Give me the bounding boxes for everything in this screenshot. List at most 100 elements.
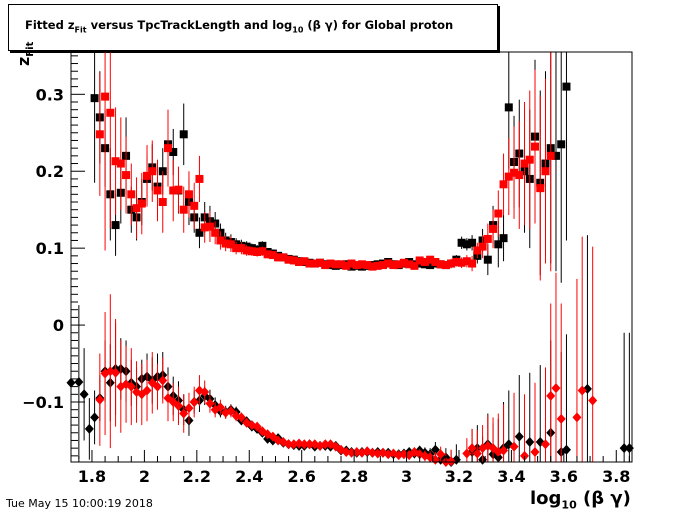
data-point	[289, 256, 298, 265]
title-suffix: (β γ) for Global proton	[303, 18, 454, 32]
data-point	[525, 437, 535, 447]
data-point	[577, 385, 587, 396]
x-tick-label: 2.4	[235, 467, 263, 486]
data-point	[562, 82, 571, 91]
data-point	[557, 140, 566, 149]
data-point	[426, 255, 435, 264]
data-point	[205, 222, 214, 231]
data-point	[510, 168, 519, 177]
data-point	[342, 261, 351, 270]
x-tick-label: 2.8	[340, 467, 368, 486]
data-point	[126, 381, 136, 392]
data-point	[189, 397, 199, 407]
data-point	[431, 258, 440, 266]
data-point	[253, 248, 262, 256]
data-point	[331, 260, 340, 269]
data-point	[242, 246, 251, 255]
data-point	[284, 255, 293, 264]
data-point	[211, 228, 220, 237]
title-box: Fitted zFit versus TpcTrackLength and lo…	[8, 4, 498, 51]
y-axis-label: zFit	[14, 42, 36, 66]
data-point	[252, 421, 262, 432]
data-point	[499, 234, 508, 243]
data-point	[310, 259, 319, 268]
data-point	[215, 402, 225, 413]
y-label-main: z	[14, 56, 33, 66]
data-point	[143, 171, 152, 180]
y-tick-label: −0.1	[22, 393, 64, 412]
data-point	[321, 261, 330, 270]
data-point	[274, 253, 283, 262]
data-point	[619, 443, 629, 454]
data-point	[121, 379, 131, 390]
data-point	[384, 259, 393, 268]
data-point	[504, 103, 513, 112]
data-point	[410, 261, 419, 270]
data-point	[494, 209, 503, 218]
data-point	[116, 159, 125, 168]
data-point	[347, 259, 356, 268]
data-point	[405, 260, 414, 269]
data-point	[294, 438, 304, 449]
data-point	[483, 234, 492, 243]
data-point	[468, 259, 477, 268]
data-point	[514, 431, 524, 442]
data-point	[531, 142, 540, 151]
data-point	[341, 447, 351, 457]
data-point	[179, 408, 189, 419]
data-point	[122, 171, 131, 180]
data-point	[499, 180, 508, 189]
y-tick-label: 0.3	[36, 85, 64, 104]
title-prefix-sub: Fit	[74, 25, 87, 35]
plot-frame	[70, 51, 633, 463]
data-point	[305, 439, 315, 450]
data-point	[478, 242, 487, 251]
data-point	[389, 261, 398, 270]
axis-layer: 1.8 2 2.2 2.4 2.6 2.8 3 3.2 3.4 3.6 3.8 −0.1 0 0.1 0.2…	[22, 55, 630, 486]
data-point	[426, 261, 435, 270]
data-point	[588, 395, 598, 406]
data-point	[153, 186, 162, 195]
data-point	[399, 258, 408, 267]
data-point	[483, 255, 492, 264]
data-point	[525, 155, 534, 164]
x-label-rest: (β γ)	[576, 488, 631, 509]
data-point	[195, 174, 204, 183]
x-tick-label: 3.4	[497, 467, 525, 486]
x-tick-label: 1.8	[78, 467, 106, 486]
data-point	[299, 439, 309, 450]
data-point	[158, 375, 168, 386]
data-point	[536, 184, 545, 193]
data-point	[258, 241, 267, 250]
x-tick-label: 2.6	[288, 467, 316, 486]
data-point	[530, 447, 540, 457]
data-point	[394, 260, 403, 269]
data-point	[383, 449, 393, 460]
data-point	[169, 148, 178, 156]
data-point	[373, 261, 382, 270]
data-point	[79, 389, 89, 400]
series-3	[95, 236, 598, 467]
title-middle-sub: 10	[292, 25, 304, 35]
data-point	[357, 260, 366, 269]
x-tick-label: 3	[401, 467, 412, 486]
data-point	[462, 448, 472, 459]
data-point	[394, 450, 404, 461]
series-0	[90, 52, 571, 283]
data-point	[216, 236, 225, 245]
x-tick-label: 3.6	[550, 467, 578, 486]
data-point	[468, 238, 477, 247]
data-point	[184, 403, 194, 414]
data-point	[106, 108, 115, 117]
data-point	[247, 247, 256, 256]
data-point	[509, 441, 519, 452]
data-point	[111, 157, 120, 166]
data-point	[237, 244, 246, 253]
data-point	[163, 144, 172, 153]
title-prefix: Fitted z	[25, 18, 75, 32]
y-label-sub: Fit	[25, 41, 37, 57]
data-point	[436, 260, 445, 269]
data-point	[184, 190, 193, 199]
data-point	[127, 190, 136, 199]
